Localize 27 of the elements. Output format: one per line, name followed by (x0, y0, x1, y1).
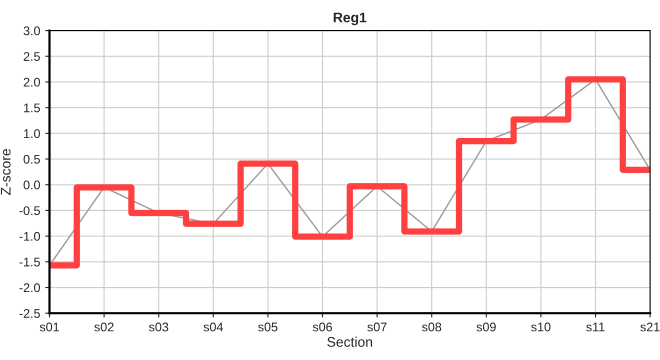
x-tick-label: s08 (422, 322, 442, 332)
x-tick-label: s21 (640, 322, 660, 332)
x-tick-label: s10 (531, 322, 550, 332)
y-tick-label: -2.0 (19, 283, 40, 292)
y-axis-title: Z-score (0, 148, 11, 195)
y-tick-label: 1.0 (24, 129, 40, 138)
y-tick-label: -0.5 (19, 206, 40, 216)
x-tick-label: s03 (148, 322, 168, 332)
x-tick-label: s11 (586, 322, 605, 332)
y-tick-label: -1.0 (19, 232, 40, 241)
y-tick-label: 3.0 (24, 26, 40, 36)
x-tick-label: s05 (258, 322, 278, 332)
x-tick-label: s01 (40, 322, 59, 332)
x-axis-title: Section (327, 336, 372, 347)
y-tick-label: -2.5 (19, 309, 40, 318)
y-tick-label: 2.5 (24, 52, 40, 61)
y-tick-label: 0.5 (24, 154, 40, 164)
y-tick-label: -1.5 (19, 258, 40, 266)
y-tick-label: 1.5 (24, 104, 40, 112)
y-tick-label: 2.0 (24, 78, 40, 87)
y-tick-label: 0.0 (24, 180, 40, 190)
x-tick-label: s09 (476, 322, 496, 332)
x-tick-label: s02 (94, 322, 114, 332)
x-tick-label: s04 (204, 322, 224, 332)
x-tick-label: s06 (312, 322, 332, 332)
x-tick-label: s07 (367, 322, 387, 332)
chart-title: Reg1 (334, 12, 366, 26)
